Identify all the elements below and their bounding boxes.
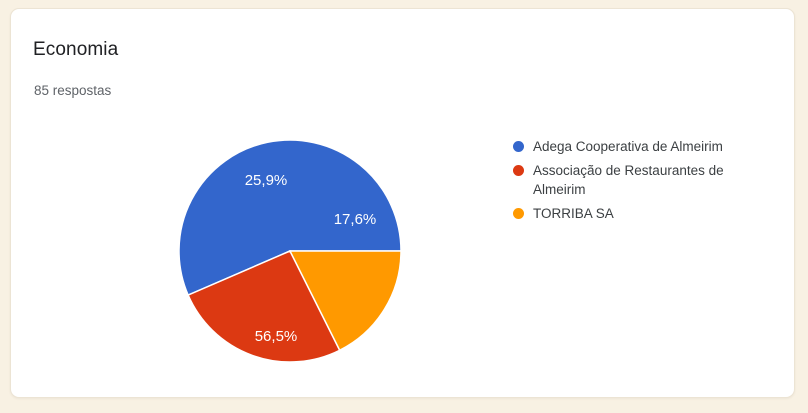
- pie-label-group: 56,5% 25,9% 17,6%: [245, 172, 377, 345]
- legend-item-label: Associação de Restaurantes de Almeirim: [533, 163, 724, 197]
- legend-item-label: TORRIBA SA: [533, 206, 614, 221]
- pie-chart: 56,5% 25,9% 17,6% Adega Cooperativa de Alm…: [11, 9, 794, 397]
- legend-item[interactable]: Adega Cooperativa de Almeirim: [513, 137, 775, 156]
- pie-slice[interactable]: [288, 250, 402, 352]
- legend-color-dot-icon: [513, 208, 524, 219]
- legend-item[interactable]: TORRIBA SA: [513, 204, 775, 223]
- pie-slice-label: 25,9%: [245, 172, 288, 189]
- response-count: 85 respostas: [34, 83, 112, 98]
- legend-color-dot-icon: [513, 141, 524, 152]
- page-title: Economia: [33, 39, 119, 60]
- pie-slice-label: 17,6%: [334, 211, 377, 228]
- legend-color-dot-icon: [513, 165, 524, 176]
- legend-item-label: Adega Cooperativa de Almeirim: [533, 139, 723, 154]
- chart-legend: Adega Cooperativa de Almeirim Associação …: [513, 137, 775, 228]
- pie-slice[interactable]: [187, 250, 341, 363]
- pie-slice-label: 56,5%: [255, 328, 298, 345]
- chart-card: Economia 85 respostas 56,5% 25,9% 17,6% Ad…: [10, 8, 795, 398]
- pie-slice[interactable]: [178, 139, 402, 297]
- legend-item[interactable]: Associação de Restaurantes de Almeirim: [513, 161, 775, 199]
- pie-chart-svg: 56,5% 25,9% 17,6%: [178, 139, 402, 363]
- pie-slice-group: [178, 139, 402, 363]
